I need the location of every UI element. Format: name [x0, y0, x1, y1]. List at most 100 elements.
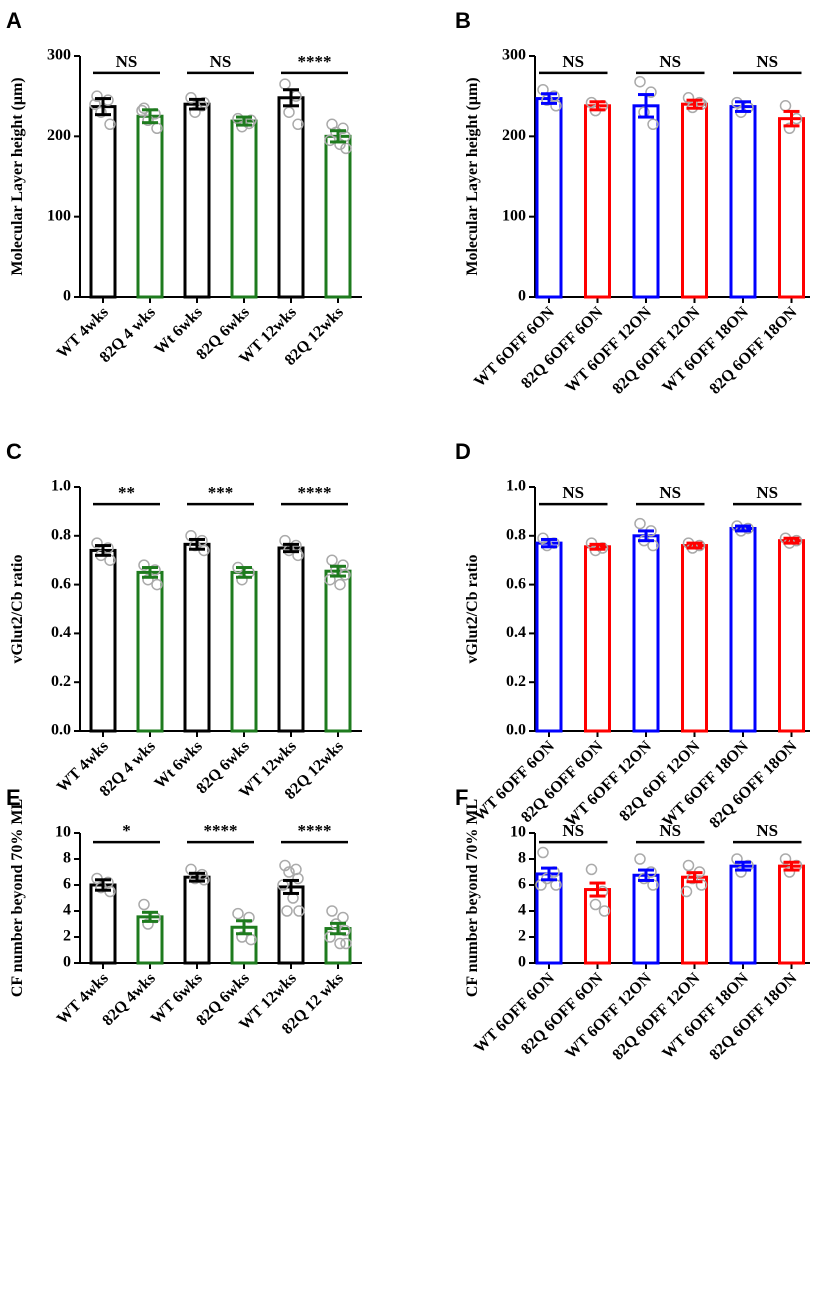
y-tick-label: 300	[47, 47, 71, 64]
significance-label: NS	[210, 52, 232, 71]
bar	[778, 864, 805, 965]
data-point	[243, 911, 255, 924]
bar	[729, 864, 757, 965]
y-axis-label: Molecular Layer height (μm)	[464, 77, 481, 275]
y-tick-label: 1.0	[506, 478, 526, 495]
panel-label: D	[455, 439, 471, 464]
y-tick-label: 0.2	[51, 673, 71, 690]
bar	[230, 570, 258, 733]
x-tick-label: 82Q 6OFF 18ON	[706, 303, 800, 397]
y-tick-label: 100	[502, 207, 526, 224]
bar	[89, 548, 117, 733]
data-point	[334, 937, 346, 950]
bar	[681, 544, 708, 733]
x-tick-label: 82Q 6OFF 12ON	[609, 303, 703, 397]
data-point	[340, 937, 352, 950]
data-point	[324, 931, 336, 943]
data-point	[589, 898, 602, 911]
y-tick-label: 200	[47, 127, 71, 144]
x-tick-label: 82Q 6OFF 6ON	[518, 303, 607, 392]
x-tick-label: 82Q 6OFF 18ON	[706, 737, 800, 831]
data-point	[95, 106, 107, 118]
bar	[136, 915, 164, 965]
bar	[136, 114, 164, 299]
significance-label: ****	[298, 483, 332, 502]
data-point	[189, 106, 201, 118]
significance-label: NS	[116, 52, 138, 71]
y-tick-label: 0.8	[506, 526, 526, 543]
y-tick-label: 2	[518, 928, 526, 945]
y-tick-label: 0	[518, 288, 526, 305]
data-point	[185, 92, 197, 104]
data-point	[91, 537, 103, 549]
y-tick-label: 0	[518, 954, 526, 971]
data-point	[634, 517, 646, 530]
x-tick-label: WT 6OFF 6ON	[471, 303, 558, 390]
data-point	[281, 905, 293, 917]
y-tick-label: 0.0	[506, 722, 526, 739]
data-point	[682, 92, 695, 104]
bar	[584, 104, 611, 299]
significance-label: ***	[208, 483, 234, 502]
significance-label: NS	[659, 821, 681, 840]
bar	[632, 104, 660, 299]
bar	[230, 119, 258, 299]
data-point	[735, 866, 747, 878]
bar	[729, 526, 757, 733]
data-point	[680, 885, 693, 898]
data-point	[236, 120, 248, 133]
y-tick-label: 8	[518, 850, 526, 867]
data-point	[292, 872, 304, 885]
data-point	[151, 578, 163, 591]
data-point	[232, 907, 244, 920]
data-point	[638, 872, 650, 885]
significance-label: NS	[562, 483, 584, 502]
bar	[183, 102, 211, 299]
x-tick-label: 82Q 6OFF 12ON	[609, 969, 703, 1063]
x-tick-label: 82Q 6OFF 18ON	[706, 969, 800, 1063]
data-point	[695, 879, 708, 891]
y-tick-label: 200	[502, 127, 526, 144]
bar	[277, 546, 305, 733]
y-tick-label: 4	[518, 902, 526, 919]
significance-label: ****	[298, 821, 332, 840]
data-point	[334, 138, 346, 151]
data-point	[104, 118, 116, 131]
bar	[729, 105, 757, 299]
x-tick-label: WT 6OFF 6ON	[471, 969, 558, 1056]
y-tick-label: 0	[63, 954, 71, 971]
bar	[324, 569, 352, 733]
data-point	[783, 122, 796, 135]
significance-label: NS	[756, 52, 778, 71]
y-tick-label: 8	[63, 850, 71, 867]
bar	[277, 885, 305, 965]
x-tick-label: WT 6OFF 12ON	[562, 737, 655, 830]
panel-label: A	[6, 8, 22, 33]
y-tick-label: 100	[47, 207, 71, 224]
significance-label: **	[118, 483, 135, 502]
significance-label: NS	[659, 483, 681, 502]
x-tick-label: WT 6OFF 6ON	[471, 737, 558, 824]
y-tick-label: 0.6	[51, 575, 71, 592]
data-point	[645, 86, 657, 98]
y-tick-label: 6	[518, 876, 526, 893]
data-point	[279, 78, 291, 90]
x-tick-label: WT 6OFF 12ON	[562, 303, 655, 396]
panel-label: B	[455, 8, 471, 33]
y-tick-label: 300	[502, 47, 526, 64]
data-point	[138, 559, 150, 571]
significance-label: NS	[659, 52, 681, 71]
data-point	[91, 90, 103, 102]
y-tick-label: 0.2	[506, 673, 526, 690]
data-point	[731, 853, 743, 865]
y-tick-label: 0.6	[506, 575, 526, 592]
data-point	[634, 75, 646, 88]
data-point	[550, 100, 562, 112]
data-point	[779, 100, 792, 112]
data-point	[682, 859, 695, 872]
significance-label: ****	[298, 52, 332, 71]
y-axis-label: Molecular Layer height (μm)	[9, 77, 26, 275]
bar	[535, 97, 563, 299]
panel-label: E	[6, 785, 21, 810]
